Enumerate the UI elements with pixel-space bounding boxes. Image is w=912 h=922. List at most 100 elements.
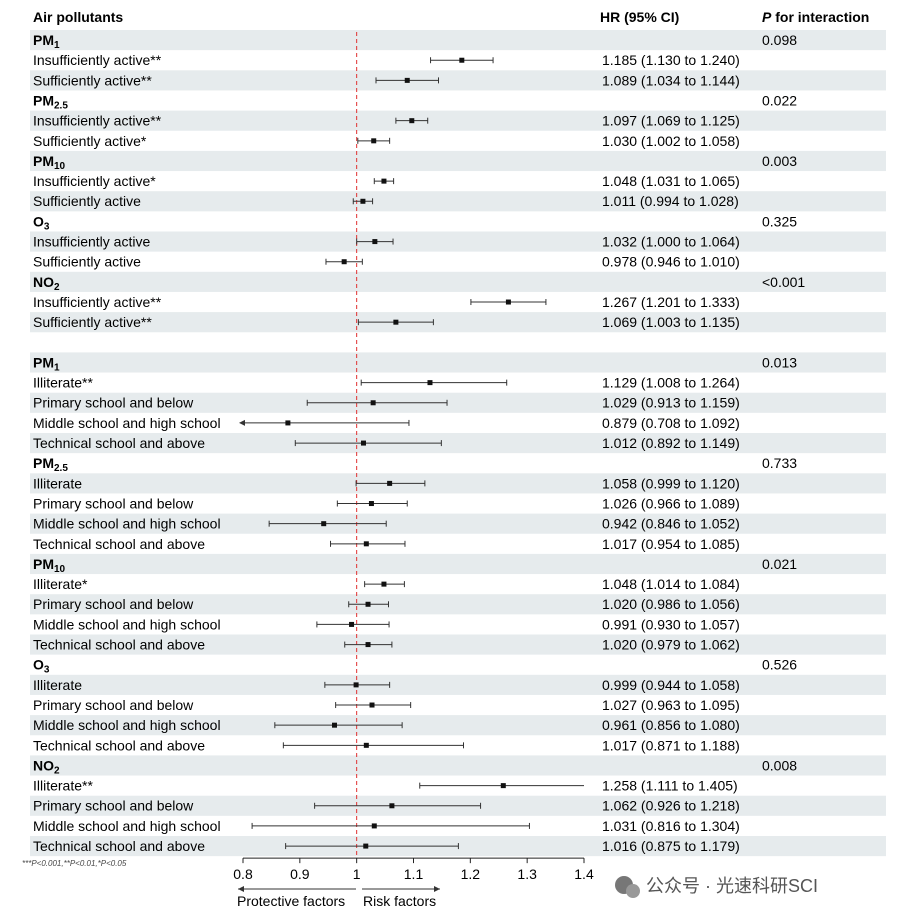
hr-ci-value: 1.097 (1.069 to 1.125) [602,113,740,129]
point-estimate [404,77,410,83]
group-label: PM1 [33,32,60,51]
ci-truncation-arrow [239,419,245,426]
watermark: 公众号 · 光速科研SCI [615,876,818,898]
row-label: Illiterate** [33,778,93,794]
x-tick-label: 1.1 [404,866,424,882]
point-estimate [360,440,366,446]
point-estimate [381,178,387,184]
hr-ci-value: 1.032 (1.000 to 1.064) [602,234,740,250]
p-interaction-value: 0.098 [762,32,797,48]
group-label-subscript: 1 [54,40,60,51]
row-label: Insufficiently active** [33,294,162,310]
group-label-subscript: 2.5 [54,100,68,111]
row-stripe [30,110,886,131]
hr-ci-value: 1.267 (1.201 to 1.333) [602,294,740,310]
point-estimate [285,420,291,426]
hr-ci-value: 1.020 (0.986 to 1.056) [602,596,740,612]
point-estimate [332,722,338,728]
row-label: Sufficiently active [33,193,141,209]
point-estimate [409,118,415,124]
point-estimate [369,702,375,708]
header-p-rest: for interaction [771,9,869,25]
point-estimate [321,521,327,527]
header-air-pollutants: Air pollutants [33,9,123,25]
row-label: Insufficiently active* [33,173,156,189]
group-label-subscript: 3 [44,665,50,676]
row-stripe [30,674,886,695]
point-estimate [500,783,506,789]
point-estimate [370,400,376,406]
row-label: Technical school and above [33,435,205,451]
x-tick-label: 1 [353,866,361,882]
hr-ci-value: 1.048 (1.014 to 1.084) [602,576,740,592]
hr-ci-value: 1.062 (0.926 to 1.218) [602,798,740,814]
group-label: NO2 [33,757,60,776]
row-label: Insufficiently active** [33,52,162,68]
hr-ci-value: 1.258 (1.111 to 1.405) [602,778,738,794]
point-estimate [365,642,371,648]
x-tick-label: 0.8 [233,866,253,882]
hr-ci-value: 0.942 (0.846 to 1.052) [602,516,740,532]
group-label-base: PM [33,455,54,471]
hr-ci-value: 1.029 (0.913 to 1.159) [602,395,740,411]
point-estimate [387,480,393,486]
p-interaction-value: 0.021 [762,556,797,572]
group-label: O3 [33,213,50,232]
header-hr-ci: HR (95% CI) [600,9,679,25]
row-label: Primary school and below [33,697,194,713]
row-stripes [30,30,886,857]
point-estimate [353,682,359,688]
row-stripe [30,473,886,494]
row-label: Sufficiently active** [33,72,152,88]
row-label: Primary school and below [33,495,194,511]
header-p-letter: P [762,9,772,25]
row-stripe [30,352,886,373]
p-interaction-value: 0.526 [762,657,797,673]
hr-ci-value: 1.030 (1.002 to 1.058) [602,133,740,149]
point-estimate [389,803,395,809]
row-label: Technical school and above [33,737,205,753]
p-interaction-value: <0.001 [762,274,805,290]
hr-ci-value: 1.129 (1.008 to 1.264) [602,375,740,391]
group-label-subscript: 10 [54,161,66,172]
protective-arrow-head [238,886,244,892]
hr-ci-value: 1.026 (0.966 to 1.089) [602,495,740,511]
row-stripe [30,30,886,51]
hr-ci-value: 0.978 (0.946 to 1.010) [602,254,740,270]
point-estimate [381,581,387,587]
watermark-text: 公众号 · 光速科研SCI [646,876,818,896]
group-label: PM2.5 [33,455,68,474]
hr-ci-value: 1.020 (0.979 to 1.062) [602,637,740,653]
row-stripe [30,70,886,91]
row-label: Technical school and above [33,838,205,854]
row-label: Illiterate** [33,375,93,391]
row-stripe [30,271,886,292]
wechat-icon-bubble [626,884,640,898]
hr-ci-value: 1.011 (0.994 to 1.028) [602,193,739,209]
group-label-base: PM [33,354,54,370]
row-stripe [30,150,886,172]
point-estimate [427,380,433,386]
point-estimate [371,138,377,144]
point-estimate [363,742,369,748]
row-label: Middle school and high school [33,717,221,733]
x-axis: 0.8 0.9 1 1.1 1.2 1.3 1.4 [233,857,594,882]
hr-ci-value: 1.031 (0.816 to 1.304) [602,818,740,834]
p-interaction-value: 0.003 [762,153,797,169]
row-stripe [30,715,886,736]
hr-ci-value: 0.991 (0.930 to 1.057) [602,616,740,632]
group-label-subscript: 2 [54,282,60,293]
row-label: Middle school and high school [33,415,221,431]
group-label-base: NO [33,757,54,773]
row-label: Middle school and high school [33,616,221,632]
axis-annotations: Protective factors Risk factors [237,886,440,909]
group-label: PM10 [33,556,66,575]
group-label-subscript: 10 [54,564,66,575]
row-label: Primary school and below [33,596,194,612]
row-stripe [30,553,886,575]
row-label: Illiterate [33,475,82,491]
row-label: Insufficiently active** [33,113,162,129]
group-label: PM10 [33,153,66,172]
hr-ci-value: 0.879 (0.708 to 1.092) [602,415,740,431]
